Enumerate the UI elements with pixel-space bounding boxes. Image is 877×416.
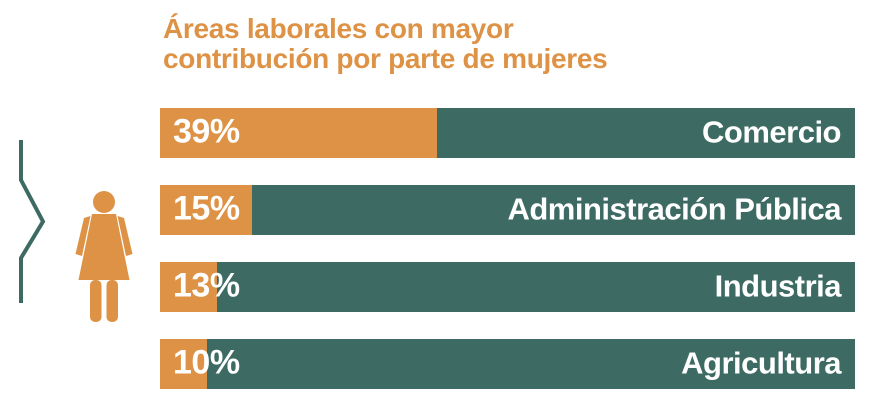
bar-row-comercio: 39% Comercio — [160, 108, 855, 158]
category-label-comercio: Comercio — [702, 114, 841, 150]
bar-fill-industria — [160, 262, 217, 312]
value-label-agricultura: 10% — [173, 343, 240, 382]
bar-fill-administracion-publica — [160, 185, 252, 235]
bar-fill-comercio — [160, 108, 438, 158]
chart-title: Áreas laborales con mayor contribución p… — [163, 13, 608, 74]
category-label-administracion-publica: Administración Pública — [507, 191, 841, 227]
bar-row-agricultura: 10% Agricultura — [160, 339, 855, 389]
chart-title-line-1: Áreas laborales con mayor — [163, 13, 514, 44]
category-label-industria: Industria — [714, 268, 842, 304]
category-label-agricultura: Agricultura — [681, 345, 841, 381]
bar-row-industria: 13% Industria — [160, 262, 855, 312]
bar-chart: 39% Comercio 15% Administración Pública … — [160, 108, 855, 389]
bar-fill-agricultura — [160, 339, 208, 389]
value-label-administracion-publica: 15% — [173, 189, 240, 228]
chevron-right-icon — [17, 138, 47, 305]
woman-icon — [72, 191, 136, 322]
chart-title-line-2: contribución por parte de mujeres — [163, 43, 608, 74]
bar-row-administracion-publica: 15% Administración Pública — [160, 185, 855, 235]
value-label-comercio: 39% — [173, 112, 240, 151]
value-label-industria: 13% — [173, 266, 240, 305]
